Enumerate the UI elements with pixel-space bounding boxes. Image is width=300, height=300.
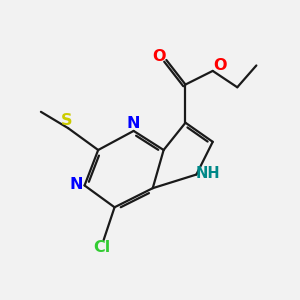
Text: NH: NH (196, 166, 220, 181)
Text: N: N (70, 177, 83, 192)
Text: N: N (127, 116, 140, 131)
Text: Cl: Cl (94, 240, 111, 255)
Text: S: S (61, 113, 73, 128)
Text: O: O (214, 58, 227, 74)
Text: O: O (152, 49, 166, 64)
